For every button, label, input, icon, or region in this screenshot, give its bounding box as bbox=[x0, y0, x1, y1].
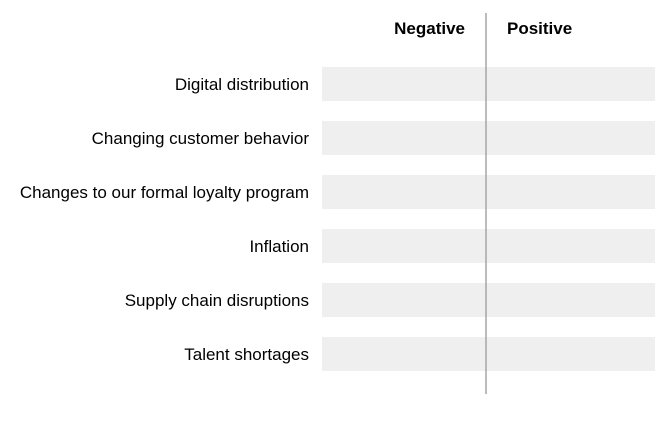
row-tracks bbox=[322, 67, 655, 371]
row-track bbox=[322, 337, 655, 371]
row-track bbox=[322, 175, 655, 209]
category-label: Changes to our formal loyalty program bbox=[20, 183, 309, 202]
category-label: Changing customer behavior bbox=[92, 129, 310, 148]
row-track bbox=[322, 67, 655, 101]
category-label: Supply chain disruptions bbox=[125, 291, 309, 310]
positive-header: Positive bbox=[507, 19, 572, 38]
row-track bbox=[322, 283, 655, 317]
category-label: Talent shortages bbox=[184, 345, 309, 364]
negative-header: Negative bbox=[394, 19, 465, 38]
row-track bbox=[322, 229, 655, 263]
category-label: Inflation bbox=[249, 237, 309, 256]
row-track bbox=[322, 121, 655, 155]
row-labels: Digital distribution Changing customer be… bbox=[20, 75, 309, 364]
category-label: Digital distribution bbox=[175, 75, 309, 94]
